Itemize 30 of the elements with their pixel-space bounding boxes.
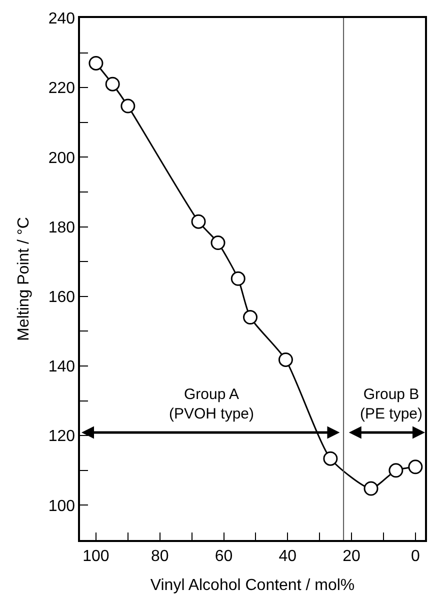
point <box>210 236 226 250</box>
y-tick-label: 140 <box>48 358 76 376</box>
y-tick-label: 100 <box>48 498 76 515</box>
x-axis-title: Vinyl Alcohol Content / mol% <box>150 577 355 594</box>
x-tick-label: 100 <box>82 548 110 565</box>
x-tick-label: 60 <box>214 548 233 565</box>
x-tick-label: 80 <box>150 548 169 565</box>
annotation: Group B (PE type) <box>360 386 423 422</box>
point <box>243 310 258 325</box>
y-tick-label: 200 <box>48 150 76 167</box>
point <box>230 271 246 286</box>
point <box>388 463 404 478</box>
point <box>364 481 378 496</box>
y-tick-label: 240 <box>48 10 76 28</box>
y-tick-label: 120 <box>48 428 76 446</box>
point <box>88 56 104 70</box>
y-tick-label: 220 <box>48 80 76 98</box>
y-tick-label: 160 <box>48 289 76 306</box>
point <box>120 98 136 114</box>
point <box>278 352 293 367</box>
annotation: Group A (PVOH type) <box>169 386 254 422</box>
point <box>408 460 423 474</box>
y-tick-label: 180 <box>48 219 76 236</box>
x-tick-label: 20 <box>342 548 361 565</box>
x-tick-label: 40 <box>278 548 297 565</box>
x-tick-label: 0 <box>410 548 420 565</box>
point <box>105 76 120 92</box>
point <box>323 451 338 466</box>
y-axis-title: Melting Point / °C <box>16 217 33 341</box>
point <box>191 214 206 229</box>
